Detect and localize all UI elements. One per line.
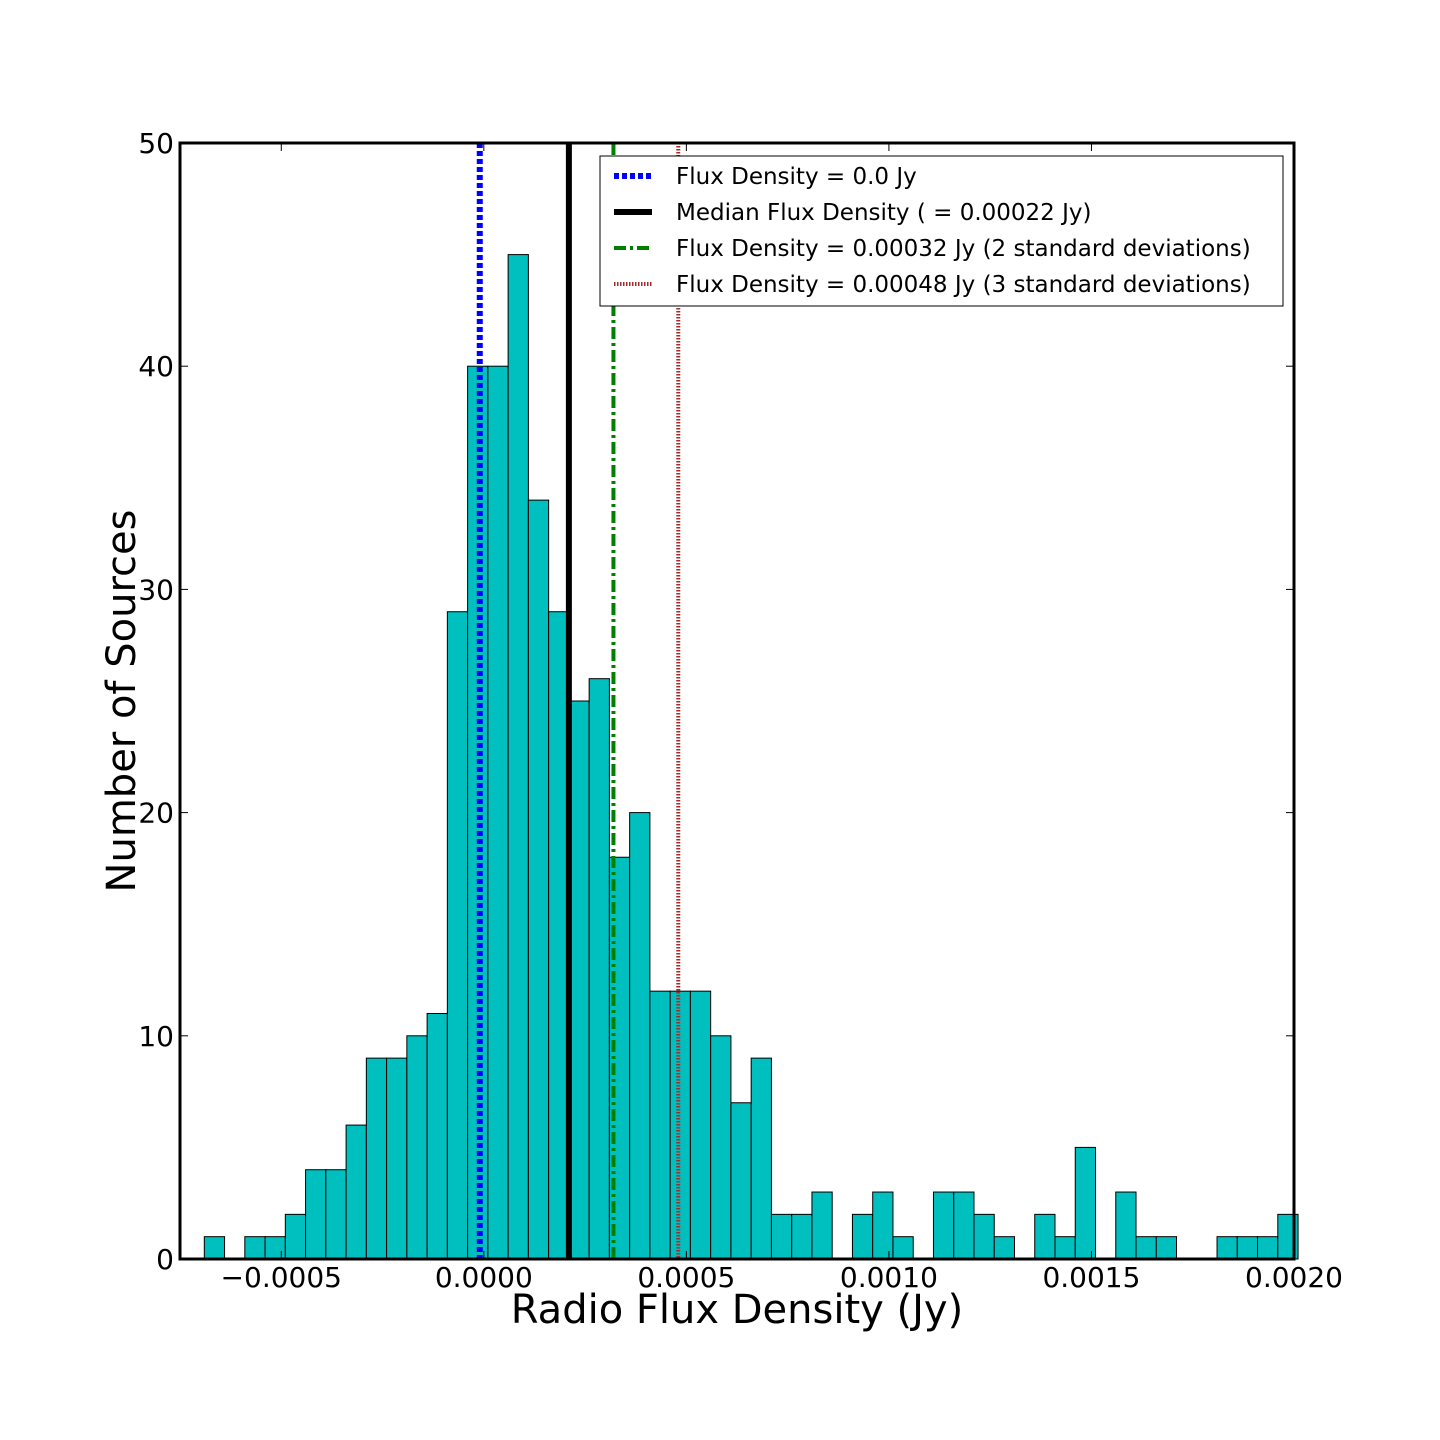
y-tick-label: 30 [138,573,174,606]
y-tick-label: 50 [138,127,174,160]
legend-label: Median Flux Density ( = 0.00022 Jy) [676,200,1092,226]
histogram-bar [527,499,550,1260]
histogram-bar [1155,1236,1178,1260]
x-axis-label: Radio Flux Density (Jy) [511,1287,963,1333]
y-tick-label: 20 [138,797,174,830]
histogram-bar [426,1012,448,1260]
histogram-bar [649,990,671,1260]
legend-box [599,155,1284,307]
y-axis-ticks: 0 10 20 30 40 50 [138,127,1294,1276]
histogram-bar [932,1191,955,1260]
histogram-bar [386,1057,408,1260]
histogram-bar [892,1236,914,1260]
x-tick-label: 0.0015 [1042,1261,1140,1294]
y-axis-label: Number of Sources [99,510,145,893]
histogram-bar [953,1191,975,1260]
legend-label: Flux Density = 0.00048 Jy (3 standard de… [676,272,1251,298]
x-axis-ticks: −0.0005 0.0000 0.0005 0.0010 0.0015 0.0020 [221,143,1343,1294]
histogram-bar [1034,1213,1056,1260]
histogram-bar [811,1191,833,1260]
reference-lines-group [476,143,681,1259]
histogram-bar [1054,1236,1076,1260]
histogram-bar [791,1213,813,1260]
histogram-bar [203,1236,226,1260]
plot-frame [178,141,1296,1261]
histogram-bar [872,1191,894,1260]
x-tick-label: 0.0010 [840,1261,938,1294]
histogram-bar [406,1035,428,1260]
histogram-bar [507,254,529,1260]
histogram-bar [548,611,570,1260]
histogram-bar [588,678,610,1260]
legend-label: Flux Density = 0.0 Jy [676,164,917,190]
histogram-bar [770,1213,793,1260]
histogram-bar [264,1236,286,1260]
legend-label: Flux Density = 0.00032 Jy (2 standard de… [676,236,1251,262]
histogram-bar [345,1124,367,1260]
histogram-bar [1115,1191,1137,1260]
histogram-bar [1216,1236,1238,1260]
histogram-bar [973,1213,995,1260]
histogram-bar [1257,1236,1279,1260]
bars-group [203,254,1299,1260]
histogram-bar [284,1213,307,1260]
histogram-bar [750,1057,772,1260]
histogram-bar [689,990,712,1260]
histogram-bar [244,1236,266,1260]
y-tick-label: 0 [156,1243,174,1276]
histogram-bar [1074,1146,1097,1260]
histogram-bar [669,990,691,1260]
histogram-bar [467,365,489,1260]
histogram-bar [568,700,590,1260]
x-tick-label: 0.0020 [1245,1261,1343,1294]
histogram-bar [730,1102,752,1260]
y-tick-label: 40 [138,350,174,383]
histogram-bar [710,1035,732,1260]
x-tick-label: −0.0005 [221,1261,342,1294]
histogram-bar [446,611,469,1260]
histogram-bar [993,1236,1015,1260]
y-tick-label: 10 [138,1020,174,1053]
histogram-bar [325,1169,347,1260]
legend: Flux Density = 0.0 Jy Median Flux Density… [599,155,1284,307]
x-tick-label: 0.0005 [637,1261,735,1294]
histogram-bar [487,365,509,1260]
histogram-bar [305,1169,327,1260]
histogram-bar [1236,1236,1259,1260]
histogram-bar [629,812,651,1260]
x-tick-label: 0.0000 [435,1261,533,1294]
histogram-bar [851,1213,874,1260]
histogram-bar [1135,1236,1157,1260]
histogram-bar [365,1057,388,1260]
